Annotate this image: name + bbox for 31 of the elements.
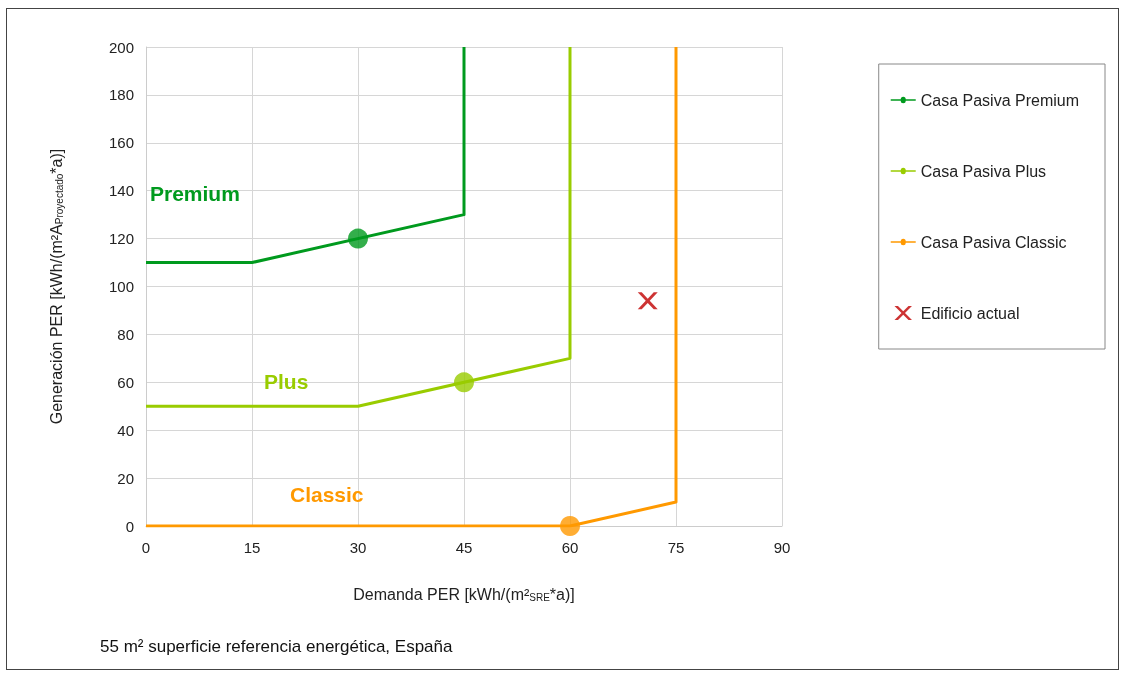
y-tick-label: 40 — [117, 421, 134, 439]
x-tick-label: 30 — [349, 539, 367, 556]
text: 55 m² superficie referencia energética, España — [100, 637, 454, 656]
y-tick-label: 60 — [117, 373, 134, 391]
x-tick-label: 45 — [455, 539, 473, 556]
legend-label: Casa Pasiva Classic — [920, 233, 1067, 251]
legend-label: Casa Pasiva Plus — [920, 162, 1047, 180]
annotation: Classic — [290, 483, 364, 506]
point — [348, 228, 368, 249]
y-tick-label: 80 — [117, 325, 134, 343]
x-axis-title: Demanda PER [kWh/(m²SRE*a)] — [353, 585, 575, 603]
y-tick-label: 100 — [108, 278, 134, 295]
y-tick-label: 20 — [117, 469, 134, 487]
y-tick-label: 120 — [108, 230, 134, 248]
y-tick-label: 180 — [108, 86, 134, 104]
x-tick-label: 15 — [243, 539, 261, 556]
y-tick-label: 160 — [108, 134, 134, 152]
legend-label: Edificio actual — [920, 304, 1020, 322]
annotation: Plus — [264, 370, 309, 393]
point — [560, 516, 580, 536]
y-tick-label: 0 — [125, 517, 134, 535]
x-tick-label: 60 — [561, 539, 579, 556]
point — [454, 372, 474, 393]
legend-label: Casa Pasiva Premium — [920, 91, 1080, 109]
x-tick-label: 75 — [667, 539, 685, 556]
annotation: Premium — [150, 182, 240, 205]
point — [637, 292, 658, 310]
x-tick-label: 90 — [773, 539, 791, 556]
y-tick-label: 140 — [108, 182, 134, 200]
x-tick-label: 0 — [141, 539, 151, 556]
y-tick-label: 200 — [108, 38, 134, 56]
